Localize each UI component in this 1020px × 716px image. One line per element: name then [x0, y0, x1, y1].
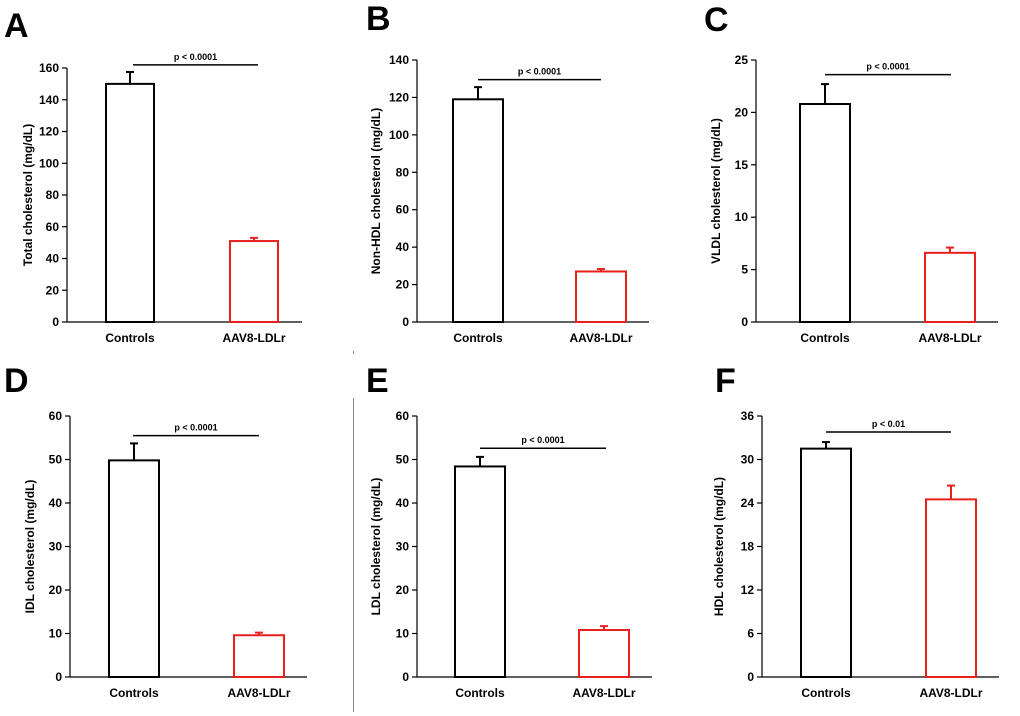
y-tick-label: 24	[741, 496, 755, 510]
y-tick-label: 10	[735, 210, 749, 224]
y-axis-title: LDL cholesterol (mg/dL)	[369, 478, 383, 616]
panel-letter: D	[4, 362, 29, 400]
x-category-label: Controls	[105, 331, 155, 345]
panel-b: B 0 20 40 60 80 100 120 140 Non-HDL cholesterol (…	[366, 0, 649, 345]
y-tick-label: 20	[49, 583, 63, 597]
y-axis-title: IDL cholesterol (mg/dL)	[23, 480, 37, 614]
y-tick-label: 12	[741, 583, 755, 597]
y-tick-label: 18	[741, 540, 755, 554]
y-axis-title: Non-HDL cholesterol (mg/dL)	[369, 108, 383, 274]
y-tick-label: 0	[741, 315, 748, 329]
x-category-label: Controls	[453, 331, 503, 345]
bar-controls	[105, 82, 155, 323]
panel-letter: B	[366, 0, 391, 38]
y-tick-label: 36	[741, 409, 755, 423]
y-tick-label: 10	[49, 627, 63, 641]
y-tick-label: 80	[46, 188, 60, 202]
y-tick-label: 0	[402, 315, 409, 329]
significance-label: p < 0.0001	[174, 423, 217, 433]
y-tick-label: 30	[741, 453, 755, 467]
y-tick-label: 25	[735, 53, 749, 67]
panel-e: E 0 10 20 30 40 50 60 LDL cholesterol (mg/dL) Con…	[366, 362, 652, 700]
y-tick-label: 40	[396, 496, 410, 510]
y-tick-label: 120	[39, 125, 59, 139]
panel-c: C 0 5 10 15 20 25 VLDL cholesterol (mg/dL) Contr…	[704, 1, 998, 345]
x-category-label: AAV8-LDLr	[222, 331, 285, 345]
significance-label: p < 0.0001	[174, 52, 217, 62]
significance-label: p < 0.0001	[518, 67, 561, 77]
x-category-label: Controls	[801, 686, 851, 700]
y-tick-label: 30	[396, 540, 410, 554]
y-tick-label: 20	[735, 105, 749, 119]
y-tick-label: 140	[389, 53, 409, 67]
bar-aav8-ldlr	[229, 240, 279, 324]
y-axis-title: HDL cholesterol (mg/dL)	[712, 477, 726, 616]
x-category-label: AAV8-LDLr	[227, 686, 290, 700]
y-tick-label: 10	[396, 627, 410, 641]
bar-controls	[799, 103, 851, 323]
panel-letter: F	[715, 362, 736, 400]
y-tick-label: 140	[39, 93, 59, 107]
x-category-label: AAV8-LDLr	[919, 686, 982, 700]
panel-d: D 0 10 20 30 40 50 60 IDL cholesterol (mg/dL) Con…	[4, 362, 307, 700]
y-tick-label: 20	[396, 583, 410, 597]
x-category-label: AAV8-LDLr	[918, 331, 981, 345]
y-tick-label: 30	[49, 540, 63, 554]
y-tick-label: 20	[396, 278, 410, 292]
y-tick-label: 100	[389, 128, 409, 142]
y-tick-label: 20	[46, 283, 60, 297]
y-tick-label: 60	[49, 409, 63, 423]
significance-label: p < 0.01	[872, 419, 905, 429]
y-axis-title: Total cholesterol (mg/dL)	[21, 124, 35, 266]
significance-label: p < 0.0001	[521, 435, 564, 445]
bar-controls	[454, 465, 506, 678]
y-tick-label: 5	[741, 263, 748, 277]
panel-f: F 0 6 12 18 24 30 36 HDL cholesterol (mg/dL) Cont…	[712, 362, 999, 700]
y-tick-label: 100	[39, 156, 59, 170]
bar-controls	[452, 98, 504, 323]
bar-aav8-ldlr	[233, 634, 285, 678]
x-category-label: Controls	[800, 331, 850, 345]
y-tick-label: 60	[396, 203, 410, 217]
x-category-label: Controls	[109, 686, 159, 700]
panel-a: A 0 20 40 60 80 100 120 140 160 Total cholesterol …	[4, 7, 302, 345]
bar-controls	[108, 459, 160, 678]
y-tick-label: 50	[396, 453, 410, 467]
panel-letter: A	[4, 7, 29, 45]
x-category-label: AAV8-LDLr	[569, 331, 632, 345]
y-tick-label: 6	[747, 627, 754, 641]
y-tick-label: 0	[402, 670, 409, 684]
bar-aav8-ldlr	[575, 270, 627, 324]
y-tick-label: 0	[55, 670, 62, 684]
y-tick-label: 0	[747, 670, 754, 684]
panel-letter: C	[704, 1, 729, 39]
y-tick-label: 50	[49, 453, 63, 467]
bar-aav8-ldlr	[925, 498, 977, 678]
panel-letter: E	[366, 362, 389, 400]
y-tick-label: 15	[735, 158, 749, 172]
y-axis-title: VLDL cholesterol (mg/dL)	[709, 118, 723, 264]
bar-aav8-ldlr	[924, 251, 976, 323]
y-tick-label: 160	[39, 61, 59, 75]
y-tick-label: 80	[396, 165, 410, 179]
bar-aav8-ldlr	[578, 629, 630, 679]
y-tick-label: 60	[396, 409, 410, 423]
y-tick-label: 40	[49, 496, 63, 510]
y-tick-label: 40	[396, 240, 410, 254]
x-category-label: AAV8-LDLr	[572, 686, 635, 700]
significance-label: p < 0.0001	[866, 62, 909, 72]
y-tick-label: 60	[46, 220, 60, 234]
bar-controls	[800, 447, 852, 678]
y-tick-label: 120	[389, 90, 409, 104]
x-category-label: Controls	[455, 686, 505, 700]
y-tick-label: 40	[46, 252, 60, 266]
y-tick-label: 0	[52, 315, 59, 329]
